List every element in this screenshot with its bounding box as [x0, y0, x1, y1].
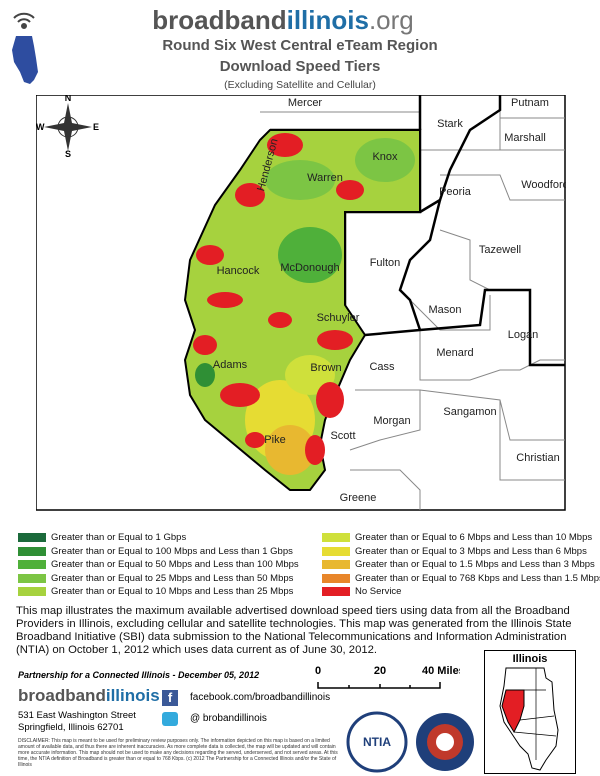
disclaimer: DISCLAIMER: This map is meant to be used…	[18, 738, 338, 768]
compass-s: S	[65, 149, 71, 159]
legend-item: Greater than or Equal to 100 Mbps and Le…	[18, 546, 293, 557]
county-label: Logan	[508, 329, 539, 341]
county-label: Marshall	[504, 132, 546, 144]
legend-swatch	[18, 546, 46, 556]
org-logo: broadbandillinois	[18, 686, 160, 705]
legend-item: Greater than or Equal to 1 Gbps	[18, 532, 186, 543]
compass-w: W	[36, 122, 45, 132]
county-label: Menard	[436, 347, 473, 359]
twitter[interactable]: @ brobandillinois	[190, 713, 267, 724]
inset-map: Illinois	[484, 650, 576, 774]
legend-label: Greater than or Equal to 100 Mbps and Le…	[51, 545, 293, 557]
legend-item: Greater than or Equal to 768 Kbps and Le…	[322, 573, 600, 584]
county-lines	[260, 95, 565, 510]
address-line: Springfield, Illinois 62701	[18, 722, 124, 733]
legend-swatch	[322, 587, 350, 596]
legend-item: Greater than or Equal to 50 Mbps and Les…	[18, 559, 299, 570]
map: N S E W Mercer Putnam Stark Marshall Knox War…	[36, 95, 566, 511]
county-label: Sangamon	[443, 406, 496, 418]
wifi-icon	[13, 12, 35, 29]
legend-label: Greater than or Equal to 1 Gbps	[51, 532, 187, 543]
county-label: Mercer	[288, 97, 323, 109]
inset-title: Illinois	[513, 653, 548, 665]
legend-item: Greater than or Equal to 25 Mbps and Les…	[18, 573, 293, 584]
scale-bar: 0 20 40 Miles	[315, 665, 460, 689]
facebook-icon: f	[162, 690, 178, 706]
legend-item: Greater than or Equal to 10 Mbps and Les…	[18, 586, 293, 597]
note: (Excluding Satellite and Cellular)	[224, 79, 376, 91]
twitter-icon	[162, 712, 178, 726]
legend-label: Greater than or Equal to 768 Kbps and Le…	[355, 572, 600, 584]
legend-label: Greater than or Equal to 1.5 Mbps and Le…	[355, 559, 595, 570]
scale-label: 20	[374, 665, 386, 677]
county-label: Brown	[310, 362, 341, 374]
legend-label: No Service	[355, 586, 402, 597]
compass: N S E W	[36, 95, 100, 159]
legend-item: No Service	[322, 586, 401, 597]
legend-label: Greater than or Equal to 10 Mbps and Les…	[51, 586, 294, 597]
legend-item: Greater than or Equal to 1.5 Mbps and Le…	[322, 559, 595, 570]
address-line: 531 East Washington Street	[18, 710, 136, 721]
legend-label: Greater than or Equal to 50 Mbps and Les…	[51, 559, 299, 570]
legend-swatch	[322, 560, 350, 569]
legend: Greater than or Equal to 1 Gbps Greater t…	[0, 530, 600, 605]
coverage-area	[183, 129, 421, 491]
county-label: Fulton	[370, 257, 401, 269]
legend-swatch	[322, 573, 350, 583]
county-label: Putnam	[511, 97, 549, 109]
county-label: Tazewell	[479, 244, 521, 256]
legend-label: Greater than or Equal to 3 Mbps and Less…	[355, 545, 587, 557]
legend-swatch	[18, 533, 46, 542]
description: This map illustrates the maximum availab…	[16, 605, 572, 656]
header: broadbandillinois.org Round Six West Cen…	[12, 5, 438, 91]
legend-swatch	[322, 546, 350, 556]
county-label: Woodford	[521, 179, 566, 191]
address: 531 East Washington Street Springfield, I…	[18, 710, 136, 734]
legend-swatch	[18, 560, 46, 569]
county-label: Morgan	[373, 415, 410, 427]
county-label: Scott	[330, 430, 355, 442]
county-label: Cass	[369, 361, 395, 373]
partnership: Partnership for a Connected Illinois - D…	[18, 670, 260, 680]
legend-item: Greater than or Equal to 3 Mbps and Less…	[322, 546, 587, 557]
county-label: McDonough	[280, 262, 339, 274]
legend-item: Greater than or Equal to 6 Mbps and Less…	[322, 532, 592, 543]
facebook[interactable]: facebook.com/broadbandillinois	[190, 692, 331, 703]
legend-swatch	[18, 587, 46, 596]
county-label: Greene	[340, 492, 377, 504]
title: Round Six West Central eTeam Region	[162, 37, 437, 54]
logo: broadbandillinois.org	[152, 5, 414, 35]
county-label: Schuyler	[317, 312, 360, 324]
compass-n: N	[65, 95, 72, 103]
county-label: Stark	[437, 118, 463, 130]
county-label: Peoria	[439, 186, 472, 198]
legend-label: Greater than or Equal to 25 Mbps and Les…	[51, 572, 294, 584]
compass-e: E	[93, 122, 99, 132]
county-label: Mason	[428, 304, 461, 316]
legend-swatch	[322, 533, 350, 542]
legend-swatch	[18, 573, 46, 583]
county-label: Adams	[213, 359, 248, 371]
county-label: Pike	[264, 434, 285, 446]
subtitle: Download Speed Tiers	[220, 58, 381, 75]
county-label: Christian	[516, 452, 559, 464]
seals: NTIA	[346, 711, 474, 773]
county-label: Hancock	[217, 265, 260, 277]
legend-label: Greater than or Equal to 6 Mbps and Less…	[355, 532, 593, 543]
county-label: Knox	[372, 151, 398, 163]
illinois-icon	[12, 36, 38, 84]
scale-label: 0	[315, 665, 321, 677]
ntia-seal: NTIA	[363, 735, 391, 749]
scale-label: 40 Miles	[422, 665, 460, 677]
county-label: Warren	[307, 172, 343, 184]
